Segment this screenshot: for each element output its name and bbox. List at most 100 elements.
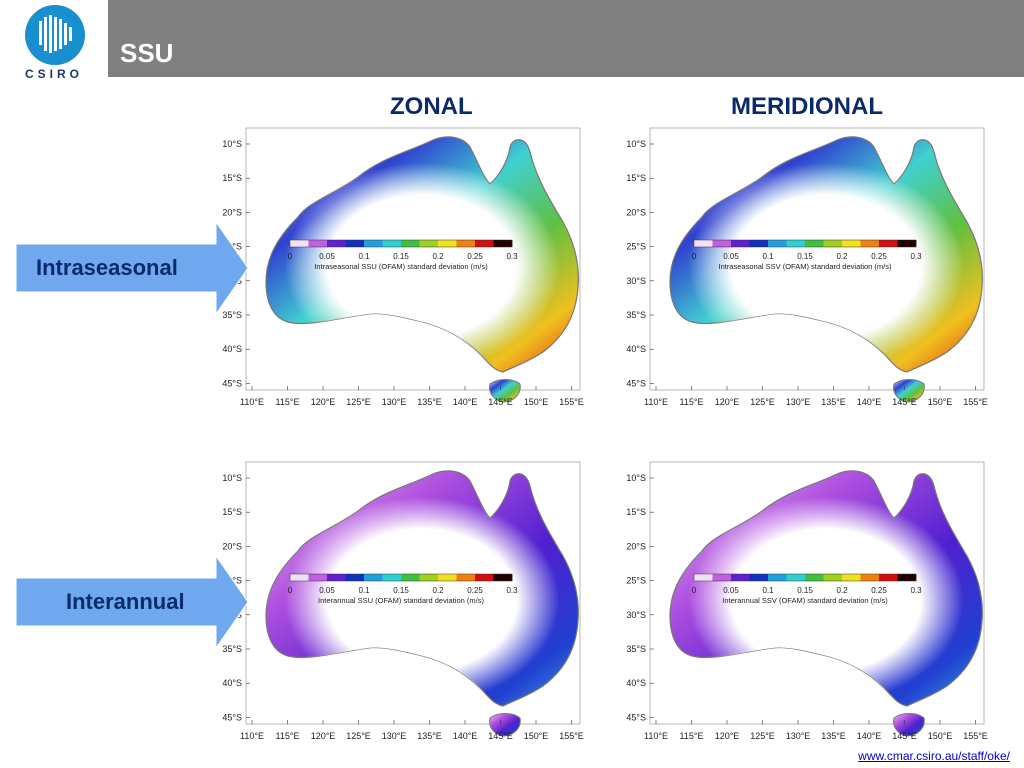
lon-tick-label: 150°E: [524, 731, 549, 741]
lon-tick-label: 115°E: [680, 397, 704, 407]
colorbar-swatch: [694, 240, 713, 247]
colorbar-swatch: [786, 574, 806, 581]
tasmania: [489, 379, 521, 403]
land-interior: [266, 136, 579, 372]
colorbar-tick-label: 0.25: [467, 586, 483, 595]
colorbar-swatch: [364, 574, 383, 581]
colorbar-tick-label: 0.05: [319, 586, 335, 595]
colorbar-swatch: [823, 574, 843, 581]
lon-tick-label: 135°E: [821, 731, 846, 741]
lat-tick-label: 20°S: [222, 541, 242, 551]
lat-tick-label: 35°S: [222, 310, 242, 320]
lon-tick-label: 155°E: [963, 731, 988, 741]
colorbar-tick-label: 0.2: [432, 252, 444, 261]
colorbar-swatch: [694, 574, 713, 581]
colorbar-tick-label: 0.25: [871, 586, 887, 595]
lat-tick-label: 35°S: [222, 644, 242, 654]
row-arrow-interannual: Interannual: [15, 554, 249, 650]
map-interannual-meridional-plot: 10°S 15°S 20°S 25°S 30°S 35°S 40°S 45°S 110°E 115…: [626, 461, 988, 741]
lon-tick-label: 140°E: [857, 731, 882, 741]
lat-tick-label: 15°S: [626, 173, 646, 183]
colorbar-tick-label: 0.3: [910, 252, 922, 261]
colorbar-tick-label: 0.15: [797, 252, 813, 261]
lon-tick-label: 140°E: [453, 397, 478, 407]
row-label-intraseasonal: Intraseasonal: [36, 255, 178, 280]
lat-tick-label: 20°S: [222, 207, 242, 217]
colorbar-tick-label: 0.15: [393, 252, 409, 261]
colorbar-swatch: [401, 574, 420, 581]
colorbar-tick-label: 0.3: [506, 586, 518, 595]
lat-tick-label: 20°S: [626, 207, 646, 217]
colorbar-tick-label: 0.3: [506, 252, 518, 261]
lat-tick-label: 20°S: [626, 541, 646, 551]
colorbar-tick-label: 0.2: [836, 252, 848, 261]
colorbar-swatch: [382, 240, 402, 247]
colorbar-tick-label: 0.05: [319, 252, 335, 261]
colorbar-swatch: [768, 574, 787, 581]
colorbar-swatch: [712, 240, 732, 247]
logo-wordmark: CSIRO: [24, 67, 83, 81]
lon-tick-label: 145°E: [488, 731, 513, 741]
colorbar-tick-label: 0.2: [836, 586, 848, 595]
lon-tick-label: 130°E: [382, 397, 407, 407]
colorbar-caption: Interannual SSV (OFAM) standard deviatio…: [722, 596, 888, 605]
colorbar-tick-label: 0.1: [358, 252, 370, 261]
colorbar-swatch: [897, 574, 917, 581]
lon-tick-label: 110°E: [644, 397, 668, 407]
lat-tick-label: 45°S: [626, 378, 646, 388]
lon-tick-label: 130°E: [786, 397, 811, 407]
lat-tick-label: 45°S: [222, 378, 242, 388]
lat-tick-label: 35°S: [626, 644, 646, 654]
map-intraseasonal-zonal-plot: 10°S15°S20°S25°S30°S35°S40°S45°S110°E115…: [222, 127, 584, 407]
row-arrow-intraseasonal: Intraseasonal: [15, 220, 249, 316]
colorbar-swatch: [401, 240, 420, 247]
lon-tick-label: 155°E: [963, 397, 988, 407]
lat-tick-label: 40°S: [626, 344, 646, 354]
map-intraseasonal-meridional: 10°S 15°S 20°S 25°S 30°S 35°S 40°S 45°S 110°E 115…: [612, 122, 992, 412]
colorbar-swatch: [456, 574, 476, 581]
lat-tick-label: 10°S: [222, 473, 242, 483]
lon-tick-label: 150°E: [928, 731, 953, 741]
colorbar-swatch: [842, 240, 861, 247]
lon-tick-label: 155°E: [559, 731, 584, 741]
colorbar-tick-label: 0.1: [358, 586, 370, 595]
lon-tick-label: 135°E: [821, 397, 846, 407]
colorbar-frame: [289, 573, 513, 582]
title-bar: SSU: [108, 0, 1024, 77]
lon-tick-label: 145°E: [488, 397, 513, 407]
lon-tick-label: 120°E: [311, 397, 336, 407]
colorbar-swatch: [897, 240, 917, 247]
arrow-shape: [15, 554, 249, 650]
lat-tick-label: 25°S: [626, 576, 646, 586]
colorbar-swatch: [749, 240, 769, 247]
colorbar-swatch: [308, 240, 328, 247]
colorbar-swatch: [768, 240, 787, 247]
map-interannual-meridional: 10°S 15°S 20°S 25°S 30°S 35°S 40°S 45°S 110°E 115…: [612, 456, 992, 746]
colorbar-tick-label: 0.05: [723, 586, 739, 595]
land-interior: [266, 470, 579, 706]
colorbar-swatch: [364, 240, 383, 247]
colorbar-swatch: [382, 574, 402, 581]
colorbar-swatch: [823, 240, 843, 247]
colorbar-swatch: [860, 574, 880, 581]
tasmania: [893, 713, 925, 737]
lon-tick-label: 110°E: [240, 731, 264, 741]
lon-tick-label: 125°E: [750, 397, 775, 407]
lon-tick-label: 135°E: [417, 397, 442, 407]
colorbar-tick-label: 0.1: [762, 252, 774, 261]
column-heading-meridional: MERIDIONAL: [731, 93, 883, 120]
lat-tick-label: 15°S: [626, 507, 646, 517]
colorbar-tick-label: 0.15: [393, 586, 409, 595]
lon-tick-label: 140°E: [453, 731, 478, 741]
lat-tick-label: 30°S: [626, 610, 646, 620]
footer-url-link[interactable]: www.cmar.csiro.au/staff/oke/: [858, 749, 1010, 763]
lon-tick-label: 120°E: [715, 731, 740, 741]
lon-tick-label: 145°E: [892, 731, 917, 741]
lat-tick-label: 10°S: [626, 473, 646, 483]
colorbar-tick-label: 0: [692, 586, 697, 595]
colorbar-swatch: [456, 240, 476, 247]
colorbar-caption: Intraseasonal SSV (OFAM) standard deviat…: [719, 262, 892, 271]
lon-tick-label: 135°E: [417, 731, 442, 741]
colorbar-swatch: [879, 240, 898, 247]
colorbar-swatch: [731, 240, 750, 247]
